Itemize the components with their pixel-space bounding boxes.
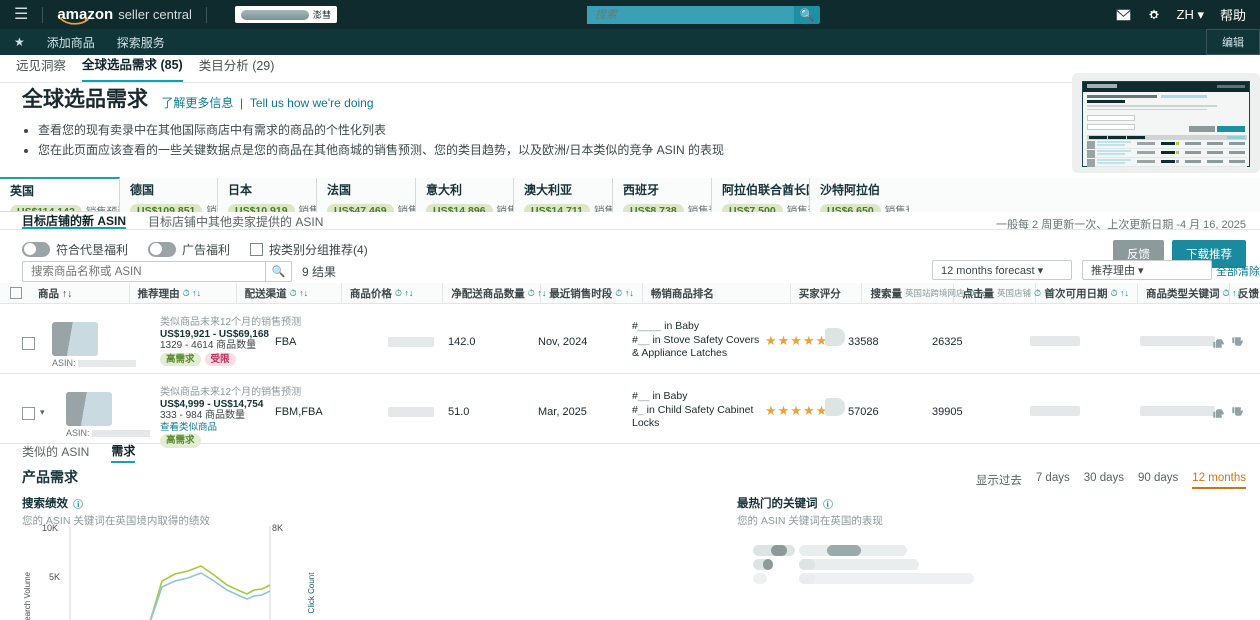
svg-text:Search Volume: Search Volume: [23, 571, 32, 620]
svg-text:8K: 8K: [272, 523, 283, 533]
svg-text:10K: 10K: [42, 523, 58, 533]
svg-text:5K: 5K: [49, 572, 60, 582]
svg-text:Click Count: Click Count: [307, 572, 316, 614]
